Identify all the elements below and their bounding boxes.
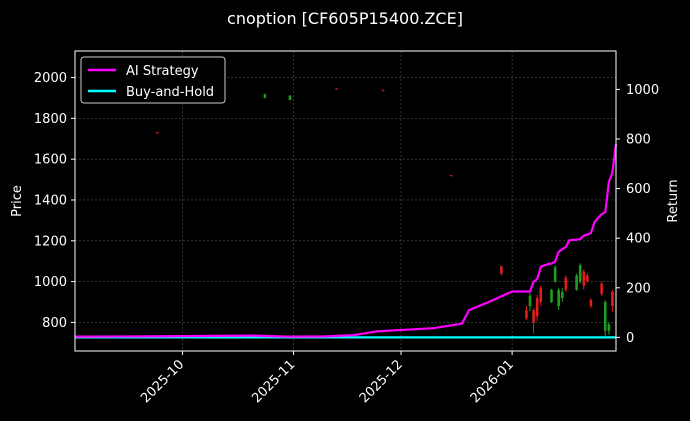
y-tick-label: 2000	[34, 71, 67, 86]
y-axis-right: 0 200 400 600 800 1000	[616, 83, 659, 346]
y2-tick-label: 1000	[626, 83, 659, 98]
legend-box	[80, 56, 226, 104]
candle-body	[263, 94, 267, 98]
candle-body	[381, 89, 385, 92]
candle-body	[578, 265, 582, 282]
candle-body	[532, 310, 535, 323]
y2-tick-label: 200	[626, 281, 651, 296]
candle-body	[535, 297, 539, 317]
y2-axis-title: Return	[666, 179, 681, 222]
candle-body	[449, 175, 453, 177]
candle-body	[611, 291, 614, 307]
candle-body	[553, 267, 557, 282]
y-tick-label: 1800	[34, 112, 67, 127]
candle-body	[156, 132, 159, 134]
candle-body	[335, 88, 338, 90]
candle-body	[528, 295, 532, 307]
candle-body	[575, 275, 578, 290]
y-tick-label: 1000	[34, 275, 67, 290]
y-tick-label: 800	[42, 316, 67, 331]
candle-body	[603, 302, 607, 331]
plot-frame	[74, 50, 617, 352]
chart-title: cnoption [CF605P15400.ZCE]	[227, 9, 463, 28]
candle-body	[582, 271, 586, 286]
candle-body	[600, 283, 603, 294]
candle-body	[607, 324, 611, 331]
y-tick-label: 1200	[34, 234, 67, 249]
candle-body	[564, 277, 568, 290]
y2-tick-label: 800	[626, 133, 651, 148]
y-tick-label: 1600	[34, 153, 67, 168]
candle-body	[288, 95, 292, 100]
legend-label-ai-strategy: AI Strategy	[126, 64, 199, 79]
legend: AI Strategy Buy-and-Hold	[80, 56, 226, 104]
candle-body	[550, 289, 553, 303]
candle-body	[586, 275, 589, 282]
candle-body	[525, 310, 528, 319]
candle-body	[500, 266, 503, 274]
candles	[156, 88, 614, 337]
y-tick-label: 1400	[34, 193, 67, 208]
y-axis-title: Price	[10, 185, 25, 217]
series-line-ai-strategy	[74, 143, 618, 338]
y2-tick-label: 400	[626, 232, 651, 247]
candle-body	[539, 287, 543, 303]
candle-body	[560, 291, 564, 298]
legend-label-buy-and-hold: Buy-and-Hold	[126, 85, 214, 100]
candle-body	[557, 289, 560, 307]
series-lines	[74, 143, 618, 339]
y2-tick-label: 0	[626, 331, 634, 346]
y-axis-left: 800 1000 1200 1400 1600 1800 2000	[34, 71, 75, 331]
candle-body	[589, 299, 593, 307]
y2-tick-label: 600	[626, 182, 651, 197]
